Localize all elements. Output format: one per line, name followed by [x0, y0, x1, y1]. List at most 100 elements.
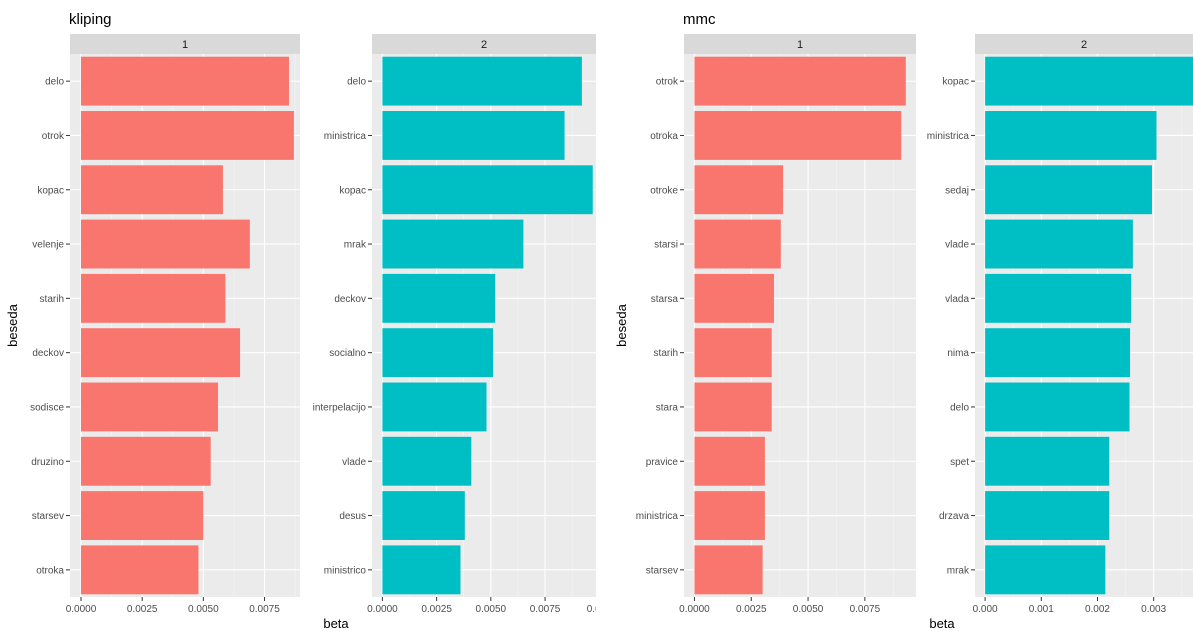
y-tick-label: mrak: [344, 240, 367, 251]
y-tick-label: otroka: [36, 565, 64, 576]
x-tick-label: 0.0000: [679, 604, 710, 615]
x-tick-label: 0.0075: [850, 604, 881, 615]
y-tick-label: otrok: [42, 131, 65, 142]
y-tick-label: ministrica: [927, 131, 970, 142]
y-tick-label: deckov: [334, 294, 366, 305]
bar: [81, 165, 223, 215]
x-tick-label: 0.0050: [476, 604, 507, 615]
y-tick-label: ministrica: [636, 511, 679, 522]
bar: [694, 273, 774, 323]
bar: [81, 111, 294, 160]
bar: [985, 491, 1110, 540]
bar: [694, 382, 772, 432]
x-axis-label: beta: [929, 616, 955, 631]
y-tick-label: velenje: [32, 240, 64, 251]
bar: [382, 111, 565, 160]
bar: [382, 328, 493, 378]
bar: [81, 382, 219, 432]
x-axis-label: beta: [323, 616, 349, 631]
bar: [81, 328, 241, 378]
bar: [985, 219, 1133, 269]
y-axis-label: beseda: [5, 303, 20, 346]
bar: [694, 165, 784, 215]
y-tick-label: mrak: [947, 565, 970, 576]
bar: [81, 545, 199, 595]
y-tick-label: kopac: [37, 185, 64, 196]
y-tick-label: otroke: [650, 185, 678, 196]
bar: [985, 165, 1152, 215]
chart-mmc: mmc beseda beta 1 0.0000 0.0025 0.0050 0.0075 ot…: [597, 0, 1193, 631]
y-tick-label: sodisce: [30, 402, 64, 413]
bar: [694, 328, 772, 378]
facet-strip: [975, 34, 1193, 54]
chart-kliping-svg: kliping beseda beta 1 0.0000 0.0025 0.0050 0.00…: [5, 11, 596, 631]
y-tick-label: otroka: [650, 131, 678, 142]
y-tick-label: deckov: [32, 348, 64, 359]
facet-strip-label: 2: [1081, 39, 1087, 51]
y-tick-label: nima: [947, 348, 969, 359]
x-tick-label: 0.001: [1029, 604, 1054, 615]
x-tick-label: 0.0025: [736, 604, 767, 615]
bar: [382, 219, 524, 269]
y-tick-label: desus: [339, 511, 366, 522]
bar: [81, 273, 226, 323]
facet-strip: [684, 34, 916, 54]
bar: [382, 56, 582, 106]
y-tick-label: spet: [950, 457, 969, 468]
y-tick-label: delo: [45, 77, 64, 88]
y-tick-label: starih: [654, 348, 678, 359]
x-tick-label: 0.010: [587, 604, 596, 615]
y-tick-label: kopac: [339, 185, 366, 196]
bar: [985, 273, 1132, 323]
bar: [694, 111, 902, 160]
bar: [694, 491, 765, 540]
x-tick-label: 0.0025: [127, 604, 158, 615]
y-tick-label: ministrico: [324, 565, 367, 576]
bar: [694, 545, 763, 595]
y-tick-label: kopac: [942, 77, 969, 88]
x-tick-label: 0.0025: [421, 604, 452, 615]
bar: [985, 56, 1193, 106]
x-tick-label: 0.000: [973, 604, 998, 615]
y-tick-label: delo: [347, 77, 366, 88]
bar: [382, 273, 496, 323]
bar: [382, 165, 593, 215]
bar: [985, 545, 1106, 595]
y-tick-label: starih: [40, 294, 64, 305]
bar: [382, 545, 461, 595]
y-tick-label: starsi: [654, 240, 678, 251]
chart-title: kliping: [69, 11, 112, 28]
bar: [81, 219, 250, 269]
y-tick-label: starsev: [32, 511, 64, 522]
facet-strip: [372, 34, 596, 54]
y-tick-label: druzino: [31, 457, 64, 468]
bar: [985, 436, 1110, 486]
y-tick-label: delo: [950, 402, 969, 413]
facet-strip-label: 1: [182, 39, 188, 51]
bar: [694, 436, 765, 486]
y-tick-label: starsev: [646, 565, 678, 576]
y-tick-label: vlada: [945, 294, 969, 305]
y-axis-label: beseda: [614, 303, 629, 346]
bar: [382, 382, 487, 432]
bar: [694, 219, 781, 269]
x-tick-label: 0.002: [1085, 604, 1110, 615]
chart-mmc-svg: mmc beseda beta 1 0.0000 0.0025 0.0050 0.0075 ot…: [614, 11, 1193, 631]
x-tick-label: 0.0050: [188, 604, 219, 615]
bar: [985, 328, 1131, 378]
bar: [694, 56, 906, 106]
bar: [382, 436, 472, 486]
y-tick-label: pravice: [646, 457, 679, 468]
chart-title: mmc: [683, 11, 716, 28]
facet-strip-label: 2: [481, 39, 487, 51]
bar: [81, 491, 204, 540]
y-tick-label: socialno: [329, 348, 366, 359]
x-tick-label: 0.0050: [793, 604, 824, 615]
bar: [985, 111, 1157, 160]
x-tick-label: 0.0075: [249, 604, 280, 615]
y-tick-label: interpelacijo: [313, 402, 367, 413]
y-tick-label: ministrica: [324, 131, 367, 142]
y-tick-label: drzava: [939, 511, 969, 522]
y-tick-label: sedaj: [945, 185, 969, 196]
y-tick-label: stara: [656, 402, 679, 413]
